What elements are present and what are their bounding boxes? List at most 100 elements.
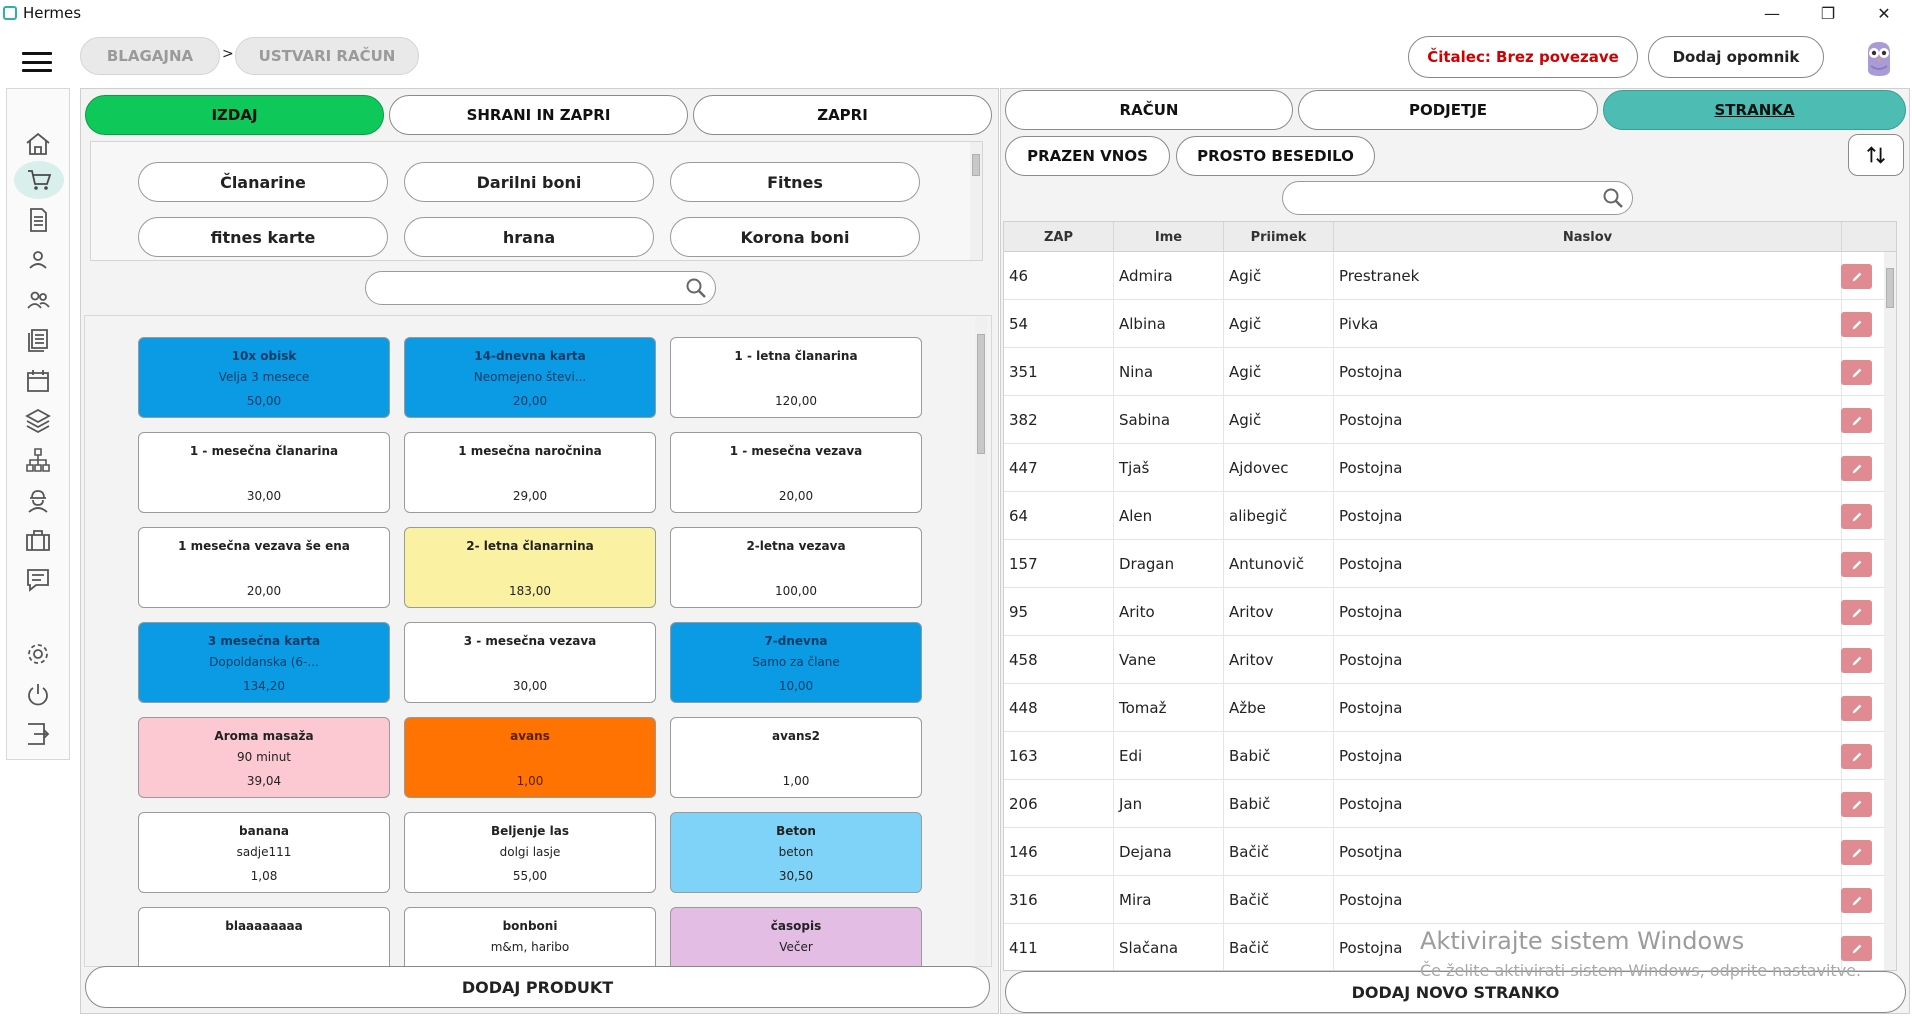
- category-fitnes[interactable]: Fitnes: [670, 162, 920, 202]
- customer-search-input[interactable]: [1282, 181, 1633, 215]
- table-row[interactable]: 351 Nina Agič Postojna: [1004, 348, 1884, 396]
- edit-pencil-icon[interactable]: [1841, 888, 1872, 913]
- empty-entry-button[interactable]: PRAZEN VNOS: [1005, 136, 1170, 176]
- table-row[interactable]: 458 Vane Aritov Postojna: [1004, 636, 1884, 684]
- product-tile[interactable]: blaaaaaaaa: [138, 907, 390, 966]
- category-fitnes-karte[interactable]: fitnes karte: [138, 217, 388, 257]
- product-tile[interactable]: avans 1,00: [404, 717, 656, 798]
- category-scrollbar[interactable]: [970, 142, 982, 260]
- briefcase-icon[interactable]: [21, 523, 55, 557]
- col-priimek[interactable]: Priimek: [1224, 222, 1334, 252]
- cart-icon[interactable]: [14, 161, 64, 199]
- layers-icon[interactable]: [21, 403, 55, 437]
- table-row[interactable]: 316 Mira Bačič Postojna: [1004, 876, 1884, 924]
- edit-pencil-icon[interactable]: [1841, 936, 1872, 961]
- col-zap[interactable]: ZAP: [1004, 222, 1114, 252]
- col-naslov[interactable]: Naslov: [1334, 222, 1842, 252]
- product-tile[interactable]: časopis Večer: [670, 907, 922, 966]
- reader-status-button[interactable]: Čitalec: Brez povezave: [1408, 36, 1638, 78]
- table-row[interactable]: 163 Edi Babič Postojna: [1004, 732, 1884, 780]
- settings-icon[interactable]: [21, 637, 55, 671]
- power-icon[interactable]: [21, 677, 55, 711]
- product-tile[interactable]: Beljenje las dolgi lasje 55,00: [404, 812, 656, 893]
- product-tile[interactable]: 2- letna članarnina 183,00: [404, 527, 656, 608]
- breadcrumb-blagajna[interactable]: BLAGAJNA: [80, 37, 220, 75]
- table-row[interactable]: 206 Jan Babič Postojna: [1004, 780, 1884, 828]
- add-reminder-button[interactable]: Dodaj opomnik: [1648, 36, 1824, 78]
- tab-company[interactable]: PODJETJE: [1298, 90, 1598, 130]
- home-icon[interactable]: [21, 127, 55, 161]
- table-row[interactable]: 64 Alen alibegič Postojna: [1004, 492, 1884, 540]
- close-button[interactable]: ZAPRI: [693, 95, 992, 135]
- edit-pencil-icon[interactable]: [1841, 744, 1872, 769]
- product-tile[interactable]: banana sadje111 1,08: [138, 812, 390, 893]
- product-tile[interactable]: 1 mesečna vezava še ena 20,00: [138, 527, 390, 608]
- users-icon[interactable]: [21, 283, 55, 317]
- add-product-button[interactable]: DODAJ PRODUKT: [85, 966, 990, 1008]
- product-tile[interactable]: 7-dnevna Samo za člane 10,00: [670, 622, 922, 703]
- product-tile[interactable]: 1 - letna članarina 120,00: [670, 337, 922, 418]
- table-scrollbar[interactable]: [1884, 252, 1896, 970]
- table-row[interactable]: 54 Albina Agič Pivka: [1004, 300, 1884, 348]
- edit-pencil-icon[interactable]: [1841, 360, 1872, 385]
- category-korona-boni[interactable]: Korona boni: [670, 217, 920, 257]
- table-row[interactable]: 46 Admira Agič Prestranek: [1004, 252, 1884, 300]
- product-tile[interactable]: 2-letna vezava 100,00: [670, 527, 922, 608]
- table-row[interactable]: 447 Tjaš Ajdovec Postojna: [1004, 444, 1884, 492]
- logout-icon[interactable]: [21, 717, 55, 751]
- product-tile[interactable]: 1 mesečna naročnina 29,00: [404, 432, 656, 513]
- product-tile[interactable]: 1 - mesečna članarina 30,00: [138, 432, 390, 513]
- product-tile[interactable]: Aroma masaža 90 minut 39,04: [138, 717, 390, 798]
- owl-avatar-icon[interactable]: [1862, 38, 1896, 78]
- product-tile[interactable]: avans2 1,00: [670, 717, 922, 798]
- edit-pencil-icon[interactable]: [1841, 456, 1872, 481]
- minimize-button[interactable]: —: [1764, 3, 1780, 23]
- tab-invoice[interactable]: RAČUN: [1005, 90, 1293, 130]
- table-row[interactable]: 157 Dragan Antunovič Postojna: [1004, 540, 1884, 588]
- table-row[interactable]: 448 Tomaž Ažbe Postojna: [1004, 684, 1884, 732]
- hamburger-menu-icon[interactable]: [22, 52, 52, 72]
- table-row[interactable]: 146 Dejana Bačič Posotjna: [1004, 828, 1884, 876]
- product-tile[interactable]: 3 - mesečna vezava 30,00: [404, 622, 656, 703]
- product-search-input[interactable]: [365, 271, 716, 305]
- edit-pencil-icon[interactable]: [1841, 552, 1872, 577]
- product-tile[interactable]: bonboni m&m, haribo: [404, 907, 656, 966]
- edit-pencil-icon[interactable]: [1841, 792, 1872, 817]
- user-icon[interactable]: [21, 243, 55, 277]
- category-clanarine[interactable]: Članarine: [138, 162, 388, 202]
- product-tile[interactable]: 1 - mesečna vezava 20,00: [670, 432, 922, 513]
- edit-pencil-icon[interactable]: [1841, 840, 1872, 865]
- document-icon[interactable]: [21, 203, 55, 237]
- list-icon[interactable]: [21, 323, 55, 357]
- worker-icon[interactable]: [21, 483, 55, 517]
- table-row[interactable]: 95 Arito Aritov Postojna: [1004, 588, 1884, 636]
- free-text-button[interactable]: PROSTO BESEDILO: [1176, 136, 1375, 176]
- calendar-icon[interactable]: [21, 363, 55, 397]
- category-hrana[interactable]: hrana: [404, 217, 654, 257]
- product-tile[interactable]: 14-dnevna karta Neomejeno števi... 20,00: [404, 337, 656, 418]
- table-row[interactable]: 411 Slačana Bačič Postojna: [1004, 924, 1884, 970]
- issue-button[interactable]: IZDAJ: [85, 95, 384, 135]
- network-icon[interactable]: [21, 443, 55, 477]
- edit-pencil-icon[interactable]: [1841, 600, 1872, 625]
- edit-pencil-icon[interactable]: [1841, 264, 1872, 289]
- edit-pencil-icon[interactable]: [1841, 408, 1872, 433]
- product-tile[interactable]: 3 mesečna karta Dopoldanska (6-... 134,20: [138, 622, 390, 703]
- add-customer-button[interactable]: DODAJ NOVO STRANKO: [1005, 971, 1906, 1013]
- close-window-button[interactable]: ✕: [1877, 3, 1891, 23]
- breadcrumb-create-invoice[interactable]: USTVARI RAČUN: [235, 37, 419, 75]
- product-tile[interactable]: Beton beton 30,50: [670, 812, 922, 893]
- edit-pencil-icon[interactable]: [1841, 648, 1872, 673]
- category-darilni-boni[interactable]: Darilni boni: [404, 162, 654, 202]
- tab-customer[interactable]: STRANKA: [1603, 90, 1906, 130]
- col-ime[interactable]: Ime: [1114, 222, 1224, 252]
- restore-button[interactable]: ❐: [1820, 3, 1836, 23]
- sort-button[interactable]: [1848, 134, 1904, 176]
- product-tile[interactable]: 10x obisk Velja 3 mesece 50,00: [138, 337, 390, 418]
- edit-pencil-icon[interactable]: [1841, 696, 1872, 721]
- edit-pencil-icon[interactable]: [1841, 312, 1872, 337]
- product-scrollbar[interactable]: [975, 316, 987, 966]
- chat-icon[interactable]: [21, 563, 55, 597]
- table-row[interactable]: 382 Sabina Agič Postojna: [1004, 396, 1884, 444]
- edit-pencil-icon[interactable]: [1841, 504, 1872, 529]
